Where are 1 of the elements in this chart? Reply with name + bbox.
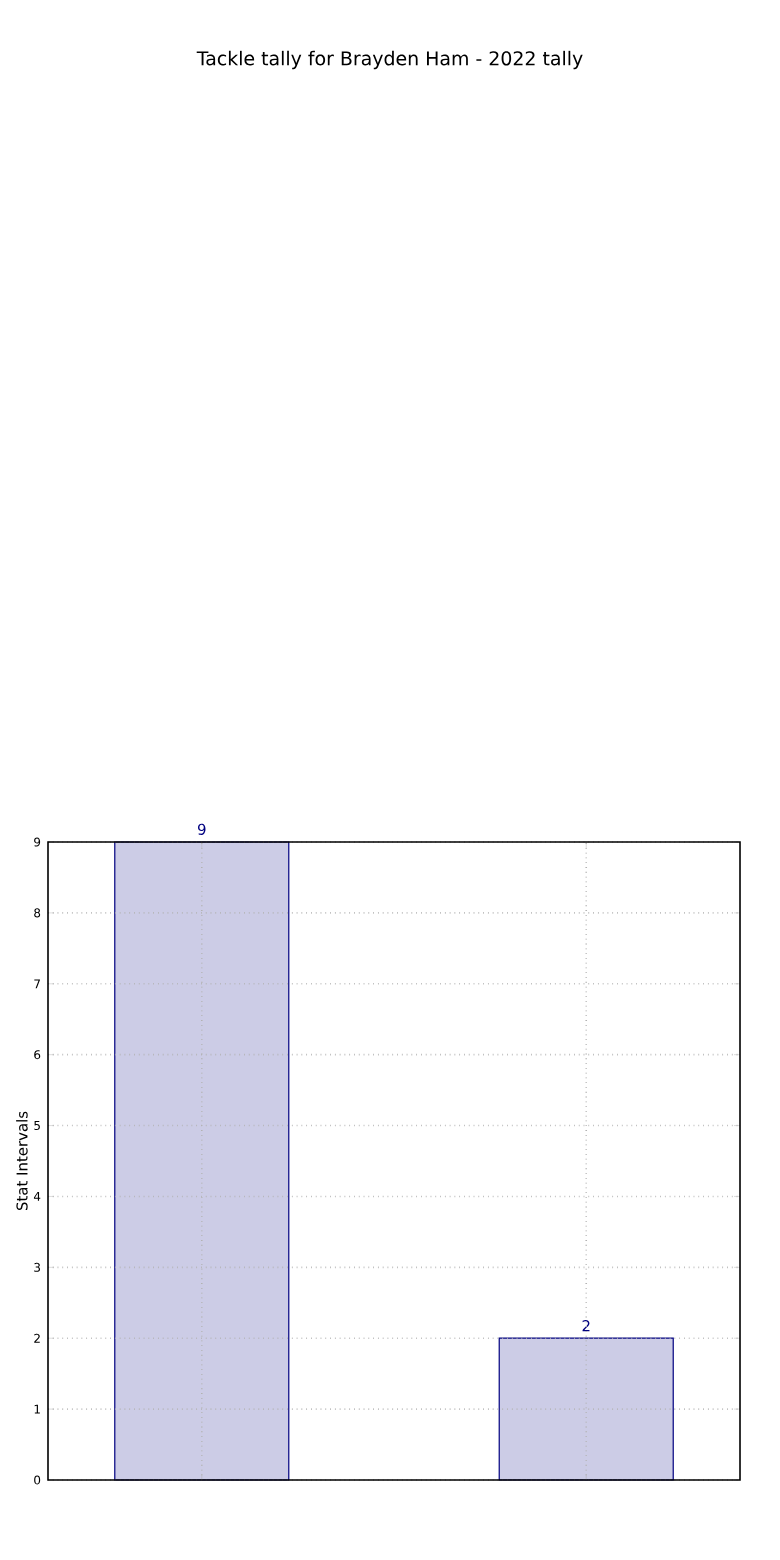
chart-title: Tackle tally for Brayden Ham - 2022 tally: [196, 50, 583, 70]
